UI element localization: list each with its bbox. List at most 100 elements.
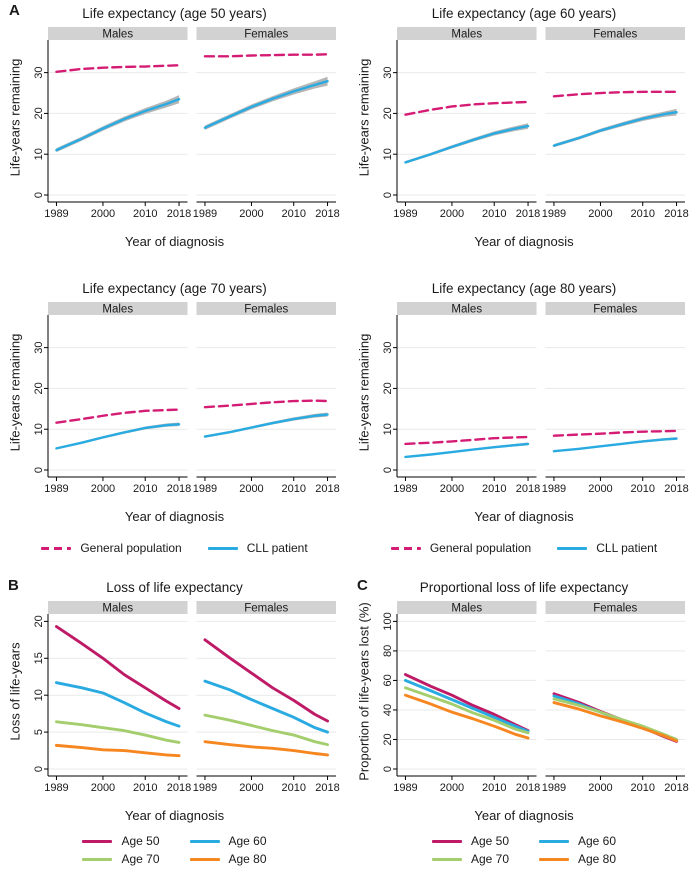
- chart-title: Life expectancy (age 70 years): [82, 281, 267, 296]
- cll-patient-line-swatch: [207, 546, 238, 550]
- svg-text:1989: 1989: [393, 782, 417, 794]
- legend-label-cll-patient: CLL patient: [596, 541, 658, 555]
- svg-text:1989: 1989: [44, 782, 68, 794]
- svg-text:0: 0: [382, 192, 394, 198]
- svg-text:2000: 2000: [90, 208, 114, 220]
- svg-text:20: 20: [382, 107, 394, 119]
- svg-text:0: 0: [33, 192, 45, 198]
- svg-text:30: 30: [33, 342, 45, 354]
- chart-loss-of-life-expectancy: Loss of life expectancy Loss of life-yea…: [7, 579, 342, 824]
- general-population-line-swatch: [41, 546, 72, 550]
- svg-text:Males: Males: [102, 28, 133, 40]
- legend-population-left: General population CLL patient: [0, 539, 349, 557]
- svg-text:10: 10: [382, 148, 394, 160]
- svg-text:2010: 2010: [281, 208, 305, 220]
- svg-text:2018: 2018: [166, 483, 190, 495]
- chart-area: Life-years remaining Males 1989 2000 2010 20…: [7, 300, 342, 500]
- legend-label-age-80: Age 80: [578, 852, 617, 866]
- chart-title: Life expectancy (age 80 years): [431, 281, 617, 296]
- svg-text:10: 10: [33, 689, 45, 701]
- chart-life-expectancy-age-60: Life expectancy (age 60 years) Life-year…: [349, 5, 699, 250]
- svg-text:20: 20: [382, 382, 394, 394]
- svg-text:0: 0: [33, 467, 45, 473]
- chart-area: Proportion of life-years lost (%) Males 1…: [357, 599, 691, 799]
- legend-item-age-70: Age 70: [82, 852, 160, 866]
- svg-text:1989: 1989: [44, 483, 68, 495]
- panel-a-label: A: [9, 2, 20, 19]
- legend-label-general-population: General population: [429, 541, 532, 555]
- age-80-line-swatch: [539, 857, 569, 861]
- cll-patient-line-swatch: [557, 546, 588, 550]
- svg-text:2018: 2018: [315, 208, 339, 220]
- svg-text:60: 60: [382, 674, 394, 686]
- svg-text:2000: 2000: [440, 208, 464, 220]
- svg-text:2000: 2000: [90, 483, 114, 495]
- x-axis-label: Year of diagnosis: [124, 808, 225, 823]
- svg-text:2010: 2010: [132, 782, 156, 794]
- legend-item-age-80: Age 80: [539, 852, 616, 866]
- svg-text:2010: 2010: [630, 483, 654, 495]
- svg-text:Males: Males: [451, 602, 482, 614]
- chart-proportional-loss: Proportional loss of life expectancy Pro…: [357, 579, 691, 824]
- svg-text:2018: 2018: [166, 782, 190, 794]
- panel-a-legends: General population CLL patient General p…: [0, 539, 699, 557]
- x-axis-label: Year of diagnosis: [124, 509, 225, 524]
- legend-item-age-60: Age 60: [189, 834, 267, 848]
- svg-text:Females: Females: [244, 303, 288, 315]
- age-50-line-swatch: [431, 839, 462, 843]
- svg-text:20: 20: [382, 733, 394, 745]
- legend-label-age-60: Age 60: [578, 834, 617, 848]
- panel-b-label: B: [8, 577, 19, 594]
- svg-text:100: 100: [382, 612, 394, 630]
- svg-text:2010: 2010: [482, 782, 506, 794]
- svg-text:Females: Females: [593, 303, 637, 315]
- svg-text:2000: 2000: [239, 782, 263, 794]
- chart-area: Life-years remaining Males 1989 2000 2010 20…: [357, 300, 691, 500]
- svg-text:2010: 2010: [482, 483, 506, 495]
- svg-text:Males: Males: [102, 602, 133, 614]
- chart-area: Life-years remaining Males 1989 2000 2010 20…: [7, 25, 342, 225]
- svg-text:2010: 2010: [630, 782, 654, 794]
- svg-text:2010: 2010: [281, 782, 305, 794]
- svg-text:40: 40: [382, 704, 394, 716]
- svg-text:20: 20: [33, 107, 45, 119]
- legend-label-age-60: Age 60: [228, 834, 267, 848]
- svg-text:2018: 2018: [664, 208, 688, 220]
- legend-label-age-70: Age 70: [470, 852, 509, 866]
- legend-ages-panel-b: Age 50 Age 60 Age 70 Age 80: [82, 834, 267, 866]
- legend-item-age-50: Age 50: [82, 834, 160, 848]
- panel-b: B Loss of life expectancy Loss of life-y…: [0, 577, 349, 866]
- svg-text:Males: Males: [451, 28, 482, 40]
- svg-text:Females: Females: [593, 602, 637, 614]
- chart-area: Loss of life-years Males 1989 2000 2010 2018…: [7, 599, 342, 799]
- svg-text:2000: 2000: [588, 483, 612, 495]
- panel-c: C Proportional loss of life expectancy P…: [349, 577, 699, 866]
- svg-text:2018: 2018: [516, 782, 540, 794]
- legend-label-age-50: Age 50: [470, 834, 509, 848]
- svg-text:2010: 2010: [482, 208, 506, 220]
- chart-title: Proportional loss of life expectancy: [419, 580, 629, 595]
- svg-text:2000: 2000: [440, 483, 464, 495]
- svg-text:2018: 2018: [315, 483, 339, 495]
- svg-text:2000: 2000: [440, 782, 464, 794]
- age-80-line-swatch: [189, 857, 220, 861]
- legend-item-age-60: Age 60: [539, 834, 616, 848]
- chart-life-expectancy-age-80: Life expectancy (age 80 years) Life-year…: [349, 280, 699, 525]
- panel-b-c-row: B Loss of life expectancy Loss of life-y…: [0, 577, 699, 866]
- svg-text:2000: 2000: [588, 208, 612, 220]
- legend-item-age-50: Age 50: [431, 834, 509, 848]
- svg-text:1989: 1989: [542, 208, 566, 220]
- svg-text:1989: 1989: [393, 208, 417, 220]
- legend-label-cll-patient: CLL patient: [246, 541, 308, 555]
- svg-text:1989: 1989: [542, 782, 566, 794]
- svg-text:2000: 2000: [239, 483, 263, 495]
- svg-text:1989: 1989: [192, 483, 216, 495]
- svg-text:Females: Females: [244, 28, 288, 40]
- svg-text:Females: Females: [244, 602, 288, 614]
- age-70-line-swatch: [431, 857, 462, 861]
- svg-text:30: 30: [33, 67, 45, 79]
- svg-text:1989: 1989: [192, 208, 216, 220]
